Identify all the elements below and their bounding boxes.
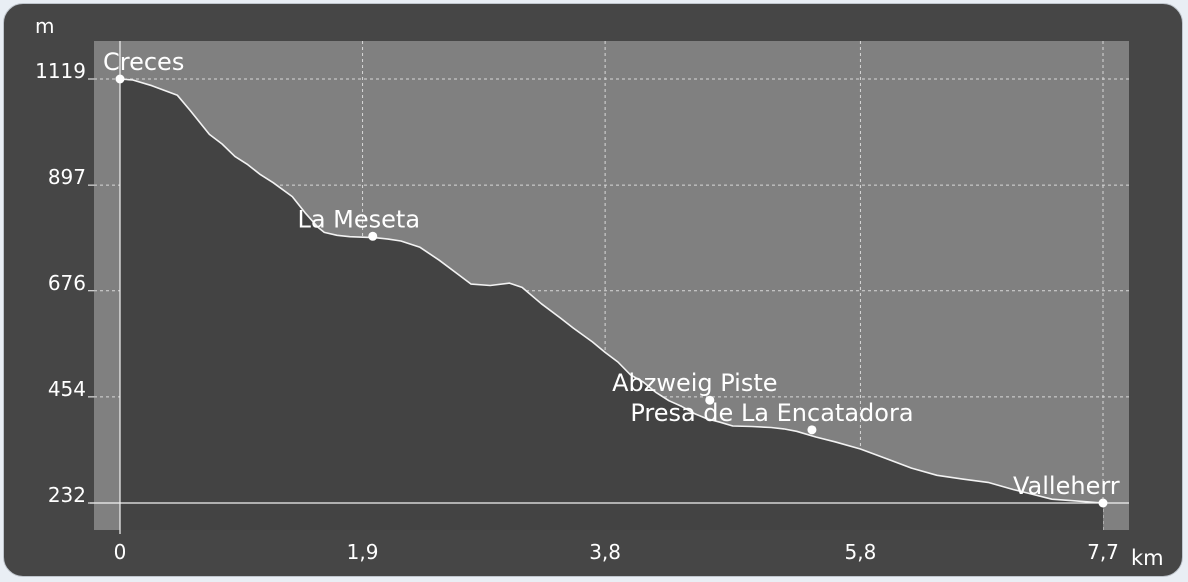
chart-panel: 232 454 676 897 1119 0 1,9 3,8 5,8 7,7 m km Creces La… <box>3 3 1183 577</box>
x-axis-unit-label: km <box>1131 546 1164 570</box>
y-tick-label: 232 <box>48 483 86 507</box>
x-tick-label: 5,8 <box>845 540 877 564</box>
waypoint-label: La Meseta <box>297 205 420 233</box>
waypoint-label: Presa de La Encatadora <box>630 399 913 427</box>
waypoint-marker <box>807 425 817 435</box>
elevation-profile-chart: 232 454 676 897 1119 0 1,9 3,8 5,8 7,7 m km Creces La… <box>35 14 1164 570</box>
waypoint-label: Valleherr <box>1013 472 1120 500</box>
waypoint-label: Creces <box>103 48 184 76</box>
x-tick-label: 0 <box>114 540 127 564</box>
x-tick-label: 3,8 <box>589 540 621 564</box>
waypoint-label: Abzweig Piste <box>612 369 777 397</box>
y-tick-label: 1119 <box>35 59 86 83</box>
waypoint-marker <box>1098 498 1108 508</box>
waypoint-marker <box>115 74 125 84</box>
elevation-line <box>119 78 1104 504</box>
y-axis-unit-label: m <box>35 14 54 38</box>
y-tick-label: 897 <box>48 165 86 189</box>
x-tick-label: 7,7 <box>1087 540 1119 564</box>
y-tick-label: 676 <box>48 271 86 295</box>
waypoint-marker <box>705 395 715 405</box>
y-tick-label: 454 <box>48 377 86 401</box>
x-tick-label: 1,9 <box>347 540 379 564</box>
elevation-area <box>120 79 1103 530</box>
waypoint-marker <box>368 231 378 241</box>
